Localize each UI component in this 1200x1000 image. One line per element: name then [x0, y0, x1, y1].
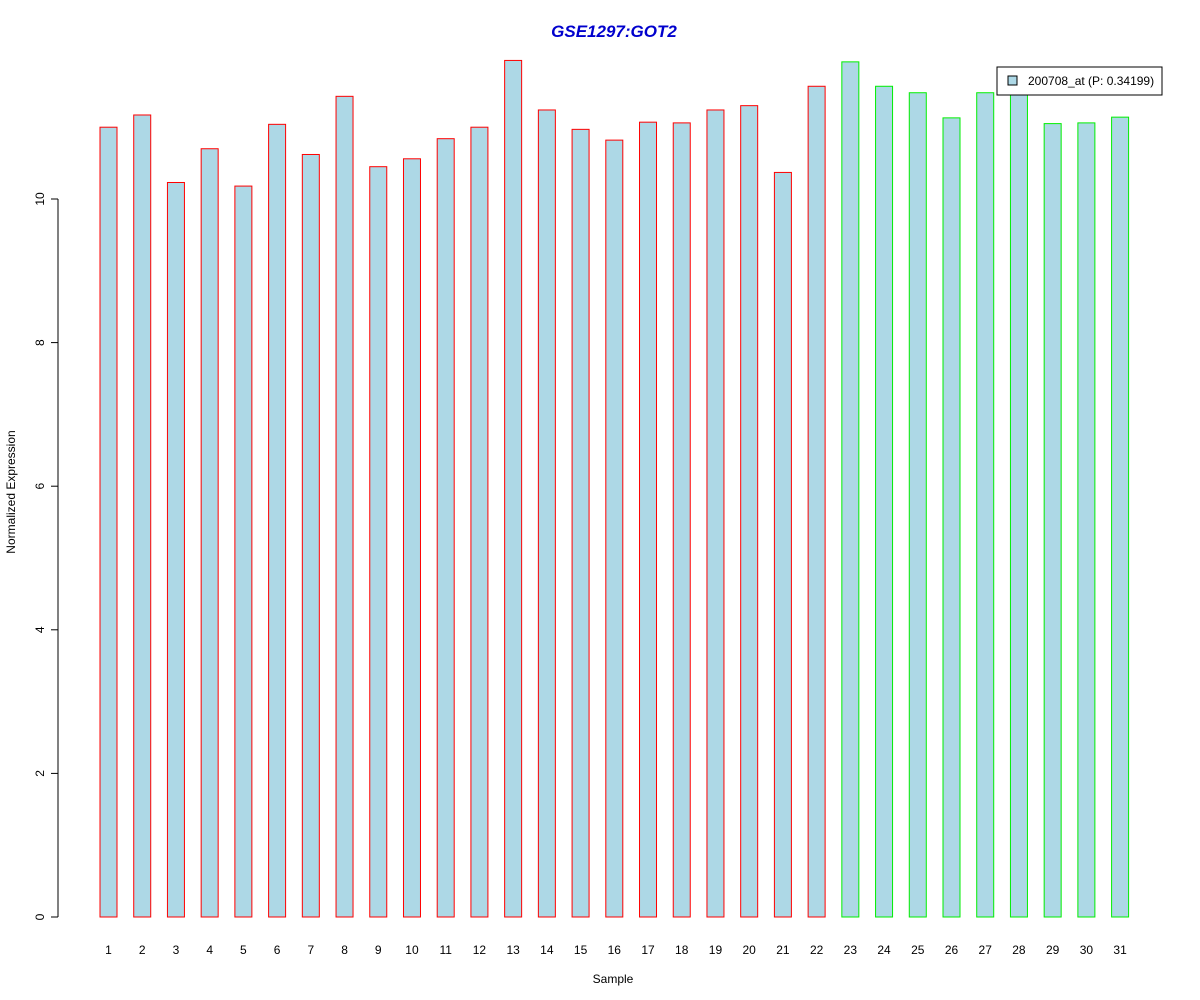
legend-swatch: [1007, 75, 1018, 86]
x-tick-label: 21: [776, 943, 790, 957]
x-axis: 1 2 3 4 5 6 7 8 9 10 11 12 13 14 15 16 17 18 19 20 21 22 23 24 2…: [105, 943, 1127, 957]
x-tick-label: 24: [877, 943, 891, 957]
x-tick-label: 10: [405, 943, 419, 957]
bar-sample-16: [605, 139, 624, 918]
legend: 200708_at (P: 0.34199): [996, 66, 1163, 96]
bar-sample-3: [166, 181, 185, 918]
bar-sample-22: [807, 85, 826, 918]
bar-sample-14: [537, 109, 556, 918]
x-tick-label: 26: [945, 943, 959, 957]
x-tick-label: 2: [139, 943, 146, 957]
x-tick-label: 23: [844, 943, 858, 957]
bar-sample-10: [402, 158, 421, 918]
bar-sample-13: [504, 59, 523, 918]
bar-sample-28: [1009, 92, 1028, 918]
x-tick-label: 13: [506, 943, 520, 957]
x-tick-label: 1: [105, 943, 112, 957]
chart-title: GSE1297:GOT2: [551, 22, 677, 41]
y-tick-label: 10: [33, 192, 47, 206]
x-tick-label: 27: [979, 943, 993, 957]
x-tick-label: 20: [743, 943, 757, 957]
bar-sample-18: [672, 122, 691, 918]
y-tick-label: 4: [33, 626, 47, 633]
x-tick-label: 15: [574, 943, 588, 957]
bar-sample-25: [908, 92, 927, 918]
y-axis-label: Normalized Expression: [4, 430, 18, 553]
x-tick-label: 18: [675, 943, 689, 957]
x-tick-label: 11: [439, 943, 452, 957]
bar-sample-19: [706, 109, 725, 918]
x-tick-label: 9: [375, 943, 382, 957]
bar-sample-2: [133, 114, 152, 918]
x-tick-label: 5: [240, 943, 247, 957]
bar-sample-6: [268, 123, 287, 918]
bar-sample-26: [942, 117, 961, 918]
bar-sample-15: [571, 128, 590, 918]
bar-sample-27: [976, 92, 995, 918]
x-tick-label: 16: [608, 943, 622, 957]
y-tick-label: 2: [33, 770, 47, 777]
x-tick-label: 22: [810, 943, 824, 957]
y-tick-label: 8: [33, 339, 47, 346]
bar-sample-31: [1111, 116, 1130, 918]
y-tick-label: 0: [33, 913, 47, 920]
y-tick-label: 6: [33, 483, 47, 490]
bar-sample-1: [99, 126, 118, 918]
bar-sample-5: [234, 185, 253, 918]
bar-sample-29: [1043, 123, 1062, 918]
bar-sample-12: [470, 126, 489, 918]
bar-sample-24: [875, 85, 894, 918]
x-tick-label: 19: [709, 943, 723, 957]
x-tick-label: 31: [1113, 943, 1127, 957]
x-tick-label: 29: [1046, 943, 1060, 957]
x-tick-label: 6: [274, 943, 281, 957]
bar-sample-9: [369, 166, 388, 918]
x-axis-label: Sample: [593, 972, 634, 986]
x-tick-label: 25: [911, 943, 925, 957]
bar-sample-20: [740, 105, 759, 918]
legend-box: [996, 66, 1163, 96]
x-tick-label: 28: [1012, 943, 1026, 957]
bar-sample-11: [436, 138, 455, 918]
x-tick-label: 12: [473, 943, 487, 957]
y-axis: 0 2 4 6 8 10: [33, 192, 59, 920]
bar-sample-21: [773, 171, 792, 918]
x-tick-label: 30: [1080, 943, 1094, 957]
x-tick-label: 17: [641, 943, 655, 957]
bar-sample-4: [200, 148, 219, 918]
bar-sample-7: [301, 153, 320, 918]
bar-sample-30: [1077, 122, 1096, 918]
bar-sample-23: [841, 61, 860, 918]
x-tick-label: 14: [540, 943, 554, 957]
bar-sample-8: [335, 95, 354, 918]
bar-sample-17: [639, 121, 658, 918]
x-tick-label: 8: [341, 943, 348, 957]
x-tick-label: 7: [307, 943, 314, 957]
x-tick-label: 3: [173, 943, 180, 957]
x-tick-label: 4: [206, 943, 213, 957]
legend-label: 200708_at (P: 0.34199): [1028, 74, 1154, 88]
bars-group: [99, 59, 1130, 918]
